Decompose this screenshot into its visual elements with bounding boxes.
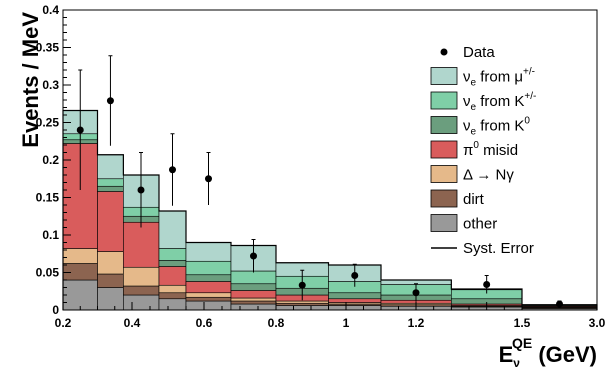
- data-point-9: [483, 281, 491, 288]
- y-tick-label-7: 0.35: [36, 41, 60, 55]
- legend-item-6-label: dirt: [463, 191, 485, 208]
- legend-item-4-swatch: [430, 140, 458, 159]
- bar-mu-1: [97, 154, 124, 180]
- bar-pi0-3: [158, 266, 187, 286]
- data-point-2: [137, 186, 145, 194]
- y-axis-title: Events / MeV: [18, 12, 43, 148]
- x-axis: 0.2 0.4 0.6 0.8 1 1.2 1.5 3.0: [55, 302, 606, 330]
- bar-other-5: [230, 303, 277, 311]
- legend-item-2-label: νe from K+/-: [463, 91, 536, 113]
- bar-kpm-5: [230, 270, 277, 285]
- bar-kpm-3: [158, 248, 187, 261]
- y-tick-label-0: 0: [52, 303, 59, 317]
- bar-pi0-1: [97, 191, 124, 252]
- legend-item-5-label: Δ → Nγ: [463, 167, 514, 184]
- data-points: [76, 55, 563, 308]
- bar-dirt-1: [97, 273, 124, 288]
- legend-item-1-swatch: [430, 67, 458, 85]
- y-tick-label-2: 0.1: [42, 228, 59, 242]
- bar-k0-1: [97, 185, 124, 192]
- bar-other-0: [62, 279, 98, 311]
- bar-dirt-3: [158, 292, 187, 300]
- bar-delta-5: [230, 297, 277, 302]
- y-tick-label-8: 0.4: [42, 3, 59, 17]
- x-tick-label-3: 0.8: [268, 316, 285, 330]
- bar-pi0-5: [230, 290, 277, 299]
- legend-item-7-swatch: [430, 214, 458, 232]
- data-point-8: [412, 289, 420, 297]
- bar-other-3: [158, 298, 187, 311]
- y-tick-label-6: 0.3: [42, 78, 59, 92]
- legend-item-5-swatch: [430, 165, 458, 183]
- bar-mu-4: [185, 242, 232, 262]
- bar-dirt-0: [62, 263, 98, 281]
- data-point-6: [298, 281, 306, 289]
- bar-other-2: [123, 294, 160, 311]
- bar-delta-3: [158, 284, 187, 294]
- bar-other-4: [185, 300, 232, 311]
- bar-other-6: [275, 305, 329, 311]
- x-tick-label-2: 0.6: [196, 316, 213, 330]
- bar-pi0-4: [185, 281, 232, 294]
- legend-item-3-label: νe from K0: [463, 116, 530, 138]
- histogram-stack: [62, 110, 598, 311]
- axis-titles: Events / MeV EνQE (GeV): [18, 12, 597, 369]
- bar-dirt-4: [185, 296, 232, 302]
- bar-mu-3: [158, 210, 187, 249]
- bar-pi0-7: [328, 298, 382, 303]
- bar-k0-3: [158, 260, 187, 267]
- data-point-5: [250, 252, 257, 260]
- legend-item-4-label: π0 misid: [463, 140, 518, 159]
- bar-k0-5: [230, 283, 277, 291]
- y-tick-label-4: 0.2: [42, 153, 59, 167]
- bar-kpm-1: [97, 178, 124, 187]
- x-tick-label-7: 3.0: [589, 316, 606, 330]
- data-point-7: [351, 272, 359, 279]
- legend-item-3-swatch: [430, 116, 458, 134]
- bar-other-7: [328, 305, 382, 311]
- y-tick-label-3: 0.15: [36, 191, 60, 205]
- legend-item-7-label: other: [463, 216, 497, 233]
- data-point-0: [76, 126, 84, 134]
- legend-item-8-label: Syst. Error: [463, 240, 534, 257]
- x-tick-label-0: 0.2: [55, 316, 72, 330]
- data-point-3: [169, 166, 176, 174]
- bar-delta-2: [123, 266, 160, 287]
- y-tick-label-1: 0.05: [36, 266, 60, 280]
- legend-item-0-label: Data: [463, 44, 495, 61]
- legend-item-1-label: νe from μ+/-: [463, 67, 535, 89]
- bar-delta-0: [62, 248, 98, 264]
- y-axis: 0 0.05 0.1 0.15 0.2 0.25 0.3 0.35 0.4: [36, 3, 71, 317]
- bar-other-1: [97, 287, 124, 311]
- legend-item-6-swatch: [430, 189, 458, 208]
- x-tick-label-1: 0.4: [124, 316, 141, 330]
- data-point-10: [556, 300, 563, 308]
- y-tick-label-5: 0.25: [36, 116, 60, 130]
- bar-dirt-2: [123, 285, 160, 296]
- x-tick-label-6: 1.5: [514, 316, 531, 330]
- data-point-1: [106, 97, 114, 105]
- bar-k0-4: [185, 274, 232, 282]
- bar-pi0-2: [123, 221, 160, 268]
- x-tick-label-4: 1: [343, 316, 350, 330]
- x-tick-label-5: 1.2: [408, 316, 425, 330]
- bar-delta-6: [275, 300, 329, 304]
- bar-delta-4: [185, 292, 232, 298]
- bar-dirt-6: [275, 302, 329, 306]
- bar-kpm-4: [185, 260, 232, 276]
- bar-k0-7: [328, 292, 382, 300]
- bar-delta-1: [97, 251, 124, 275]
- x-axis-title: EνQE (GeV): [499, 335, 597, 369]
- legend-item-0-marker: [440, 48, 448, 56]
- legend-item-2-swatch: [430, 91, 458, 110]
- data-point-4: [205, 175, 212, 183]
- bar-dirt-5: [230, 300, 277, 305]
- legend: Data νe from μ+/-νe from K+/- νe from K0 π0…: [430, 44, 536, 257]
